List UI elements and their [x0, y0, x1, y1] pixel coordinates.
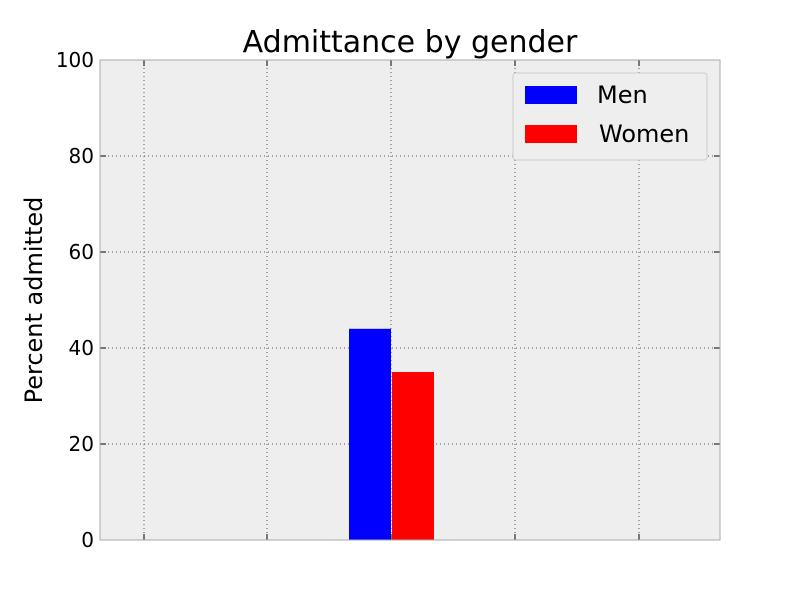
legend-swatch-men — [525, 86, 577, 104]
legend-swatch-women — [525, 125, 577, 143]
legend-label-men: Men — [597, 81, 648, 109]
bar-women — [392, 372, 434, 540]
plot-frame — [99, 59, 721, 541]
y-tick-label: 0 — [81, 528, 94, 552]
y-tick-label: 100 — [56, 48, 94, 72]
legend-label-women: Women — [599, 120, 689, 148]
y-tick-label: 60 — [69, 240, 94, 264]
y-tick-label: 40 — [69, 336, 94, 360]
x-axis — [143, 60, 640, 540]
y-axis-label: Percent admitted — [20, 197, 48, 404]
bars — [349, 328, 434, 540]
bar-men — [349, 328, 391, 540]
legend: Men Women — [512, 72, 708, 161]
y-tick-label: 80 — [69, 144, 94, 168]
y-axis: 0 20 40 60 80 100 — [56, 48, 720, 552]
chart-title: Admittance by gender — [243, 25, 578, 60]
y-tick-label: 20 — [69, 432, 94, 456]
